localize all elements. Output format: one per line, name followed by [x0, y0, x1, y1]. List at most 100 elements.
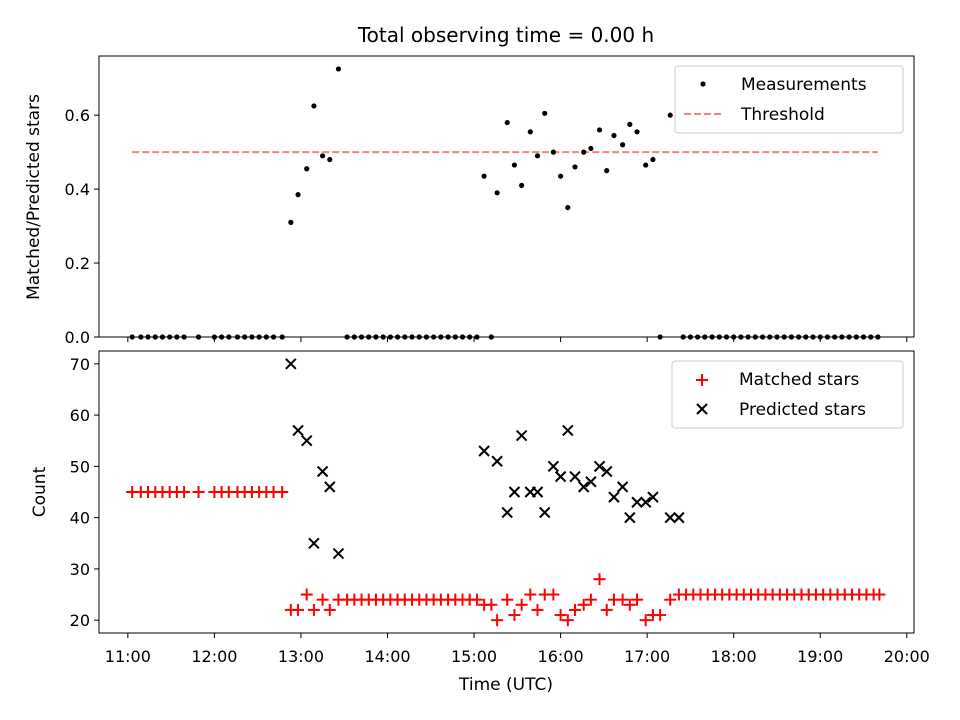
- predicted-star-point: [631, 496, 643, 508]
- measurement-point: [581, 149, 587, 155]
- top-legend-box: [674, 65, 904, 134]
- bottom-y-ticks: 20 30 40 50 60 70: [70, 355, 99, 630]
- measurement-point: [335, 66, 342, 72]
- matched-star-point: [593, 573, 606, 586]
- measurement-point: [604, 168, 610, 174]
- bottom-y-axis-label: Count: [30, 466, 50, 517]
- predicted-star-point: [608, 491, 620, 503]
- top-y-axis-label: Matched/Predicted stars: [24, 94, 44, 300]
- measurement-point: [643, 162, 649, 168]
- measurement-point: [542, 110, 548, 116]
- matched-star-point: [577, 598, 590, 611]
- matched-star-point: [485, 598, 498, 611]
- matched-star-point: [292, 603, 305, 616]
- measurement-point: [519, 182, 525, 189]
- bottom-y-tick-label: 50: [70, 457, 90, 476]
- measurement-point: [550, 149, 556, 155]
- measurement-point: [534, 153, 541, 159]
- measurement-point: [572, 164, 578, 170]
- legend-predicted-marker: [696, 403, 708, 415]
- legend-matched-marker: [696, 374, 708, 386]
- predicted-star-point: [508, 486, 521, 498]
- predicted-star-point: [593, 460, 606, 473]
- bottom-plot-area: [126, 358, 886, 627]
- measurement-point: [494, 190, 500, 196]
- matched-star-point: [584, 593, 597, 606]
- matched-star-point: [178, 486, 191, 498]
- predicted-star-point: [324, 481, 336, 493]
- matched-star-point: [654, 609, 667, 622]
- bottom-y-tick-label: 40: [70, 509, 90, 528]
- measurement-point: [650, 156, 656, 163]
- measurement-point: [611, 132, 617, 139]
- top-axes-frame: [98, 55, 915, 338]
- measurement-point: [620, 142, 626, 148]
- measurement-point: [504, 119, 510, 126]
- bottom-y-tick-label: 30: [70, 560, 90, 579]
- predicted-star-point: [585, 476, 597, 488]
- predicted-star-point: [616, 481, 629, 493]
- measurement-point: [588, 145, 594, 152]
- matched-star-point: [323, 603, 336, 616]
- matched-star-point: [491, 614, 504, 627]
- matched-star-point: [631, 593, 644, 606]
- x-tick-label: 15:00: [451, 647, 497, 666]
- measurement-point: [565, 204, 571, 211]
- x-axis-label: Time (UTC): [458, 675, 553, 695]
- x-tick-label: 19:00: [797, 647, 843, 666]
- bottom-x-ticks: 11:00 12:00 13:00 14:00 15:00 16:00 17:00 18:00…: [105, 633, 930, 666]
- predicted-star-point: [601, 465, 613, 478]
- bottom-panel: 20 30 40 50 60 70 11:00 12:00 13:00 14:00 15:00 16…: [30, 350, 930, 695]
- top-y-tick-label: 0.0: [65, 328, 90, 347]
- predicted-star-point: [664, 511, 676, 524]
- matched-star-point: [307, 603, 320, 616]
- matched-star-point: [569, 603, 582, 616]
- measurement-point: [304, 166, 310, 172]
- matched-star-point: [276, 486, 289, 498]
- matched-star-point: [616, 593, 629, 606]
- top-y-tick-label: 0.4: [65, 180, 90, 199]
- top-y-tick-label: 0.2: [65, 254, 90, 273]
- predicted-star-point: [673, 511, 685, 524]
- measurement-point: [557, 173, 564, 179]
- predicted-star-point: [539, 506, 551, 519]
- predicted-star-point: [308, 537, 320, 549]
- matched-star-point: [561, 614, 574, 627]
- predicted-star-point: [531, 486, 544, 498]
- matched-star-point: [554, 609, 567, 622]
- x-tick-label: 16:00: [538, 647, 584, 666]
- chart-title: Total observing time = 0.00 h: [357, 23, 654, 47]
- top-legend: Measurements Threshold: [674, 65, 904, 134]
- x-tick-label: 11:00: [105, 647, 151, 666]
- predicted-star-point: [501, 506, 513, 519]
- measurement-point: [596, 127, 603, 133]
- matched-star-point: [531, 603, 544, 616]
- matched-star-point: [508, 609, 521, 622]
- top-y-tick-label: 0.6: [65, 106, 90, 125]
- matched-star-point: [664, 593, 677, 606]
- measurement-point: [311, 103, 317, 109]
- predicted-star-point: [491, 455, 503, 467]
- measurement-point: [527, 129, 533, 135]
- bottom-axes-frame: [98, 350, 915, 634]
- top-x-ticks: [127, 337, 908, 342]
- matched-star-point: [316, 593, 329, 606]
- bottom-y-tick-label: 70: [70, 355, 90, 374]
- measurement-point: [481, 173, 487, 179]
- matched-star-point: [623, 598, 636, 611]
- predicted-star-point: [478, 445, 490, 457]
- matched-star-point: [873, 588, 886, 601]
- predicted-star-point: [624, 511, 636, 524]
- matched-star-point: [515, 598, 528, 611]
- measurement-point: [511, 162, 518, 168]
- predicted-star-point: [569, 470, 581, 483]
- measurement-point: [295, 192, 301, 198]
- matched-star-point: [300, 588, 313, 601]
- legend-threshold-label: Threshold: [740, 105, 825, 125]
- top-panel: 0.0 0.2 0.4 0.6 Matched/Predicted stars Mea…: [24, 55, 915, 347]
- bottom-y-tick-label: 60: [70, 406, 90, 425]
- x-tick-label: 17:00: [624, 647, 670, 666]
- measurement-point: [327, 156, 333, 163]
- predicted-star-point: [554, 470, 567, 483]
